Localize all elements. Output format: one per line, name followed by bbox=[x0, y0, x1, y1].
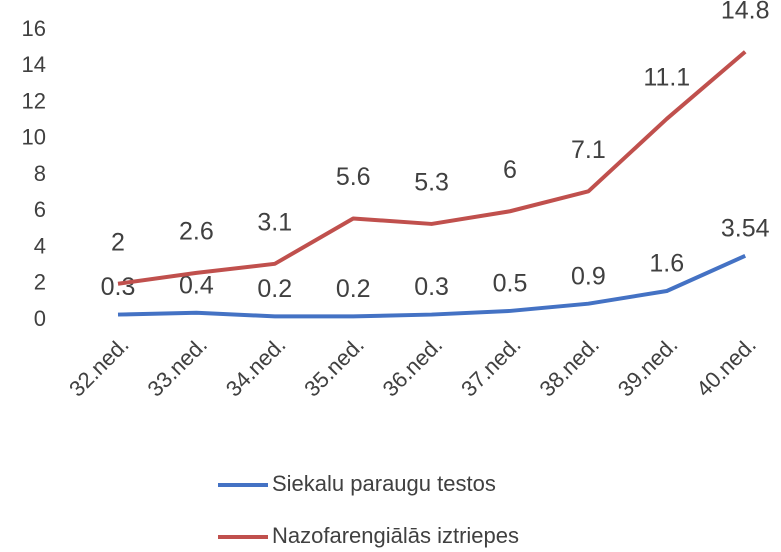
y-tick-label: 12 bbox=[22, 88, 46, 113]
x-tick-label: 38.ned. bbox=[534, 332, 604, 402]
data-label: 7.1 bbox=[571, 136, 606, 164]
y-tick-label: 6 bbox=[34, 197, 46, 222]
data-label: 0.3 bbox=[414, 273, 449, 301]
data-label: 2.6 bbox=[179, 217, 214, 245]
data-label: 0.9 bbox=[571, 262, 606, 290]
data-label: 14.8 bbox=[721, 0, 770, 24]
data-label: 0.2 bbox=[336, 275, 371, 303]
y-tick-label: 14 bbox=[22, 52, 46, 77]
x-tick-label: 39.ned. bbox=[613, 332, 683, 402]
y-tick-label: 4 bbox=[34, 233, 46, 258]
x-tick-label: 33.ned. bbox=[142, 332, 212, 402]
data-label: 0.2 bbox=[257, 275, 292, 303]
data-label: 3.1 bbox=[257, 208, 292, 236]
x-tick-label: 35.ned. bbox=[299, 332, 369, 402]
y-tick-label: 8 bbox=[34, 161, 46, 186]
y-tick-label: 2 bbox=[34, 270, 46, 295]
x-tick-label: 34.ned. bbox=[221, 332, 291, 402]
y-tick-label: 0 bbox=[34, 306, 46, 331]
x-tick-label: 40.ned. bbox=[691, 332, 761, 402]
legend-label: Nazofarengiālās iztriepes bbox=[272, 523, 519, 548]
data-label: 11.1 bbox=[643, 63, 690, 91]
data-label: 0.5 bbox=[493, 270, 528, 298]
y-tick-label: 16 bbox=[22, 16, 46, 41]
legend-label: Siekalu paraugu testos bbox=[272, 471, 496, 496]
data-label: 1.6 bbox=[649, 250, 684, 278]
data-label: 0.3 bbox=[101, 273, 136, 301]
x-tick-label: 37.ned. bbox=[456, 332, 526, 402]
data-label: 2 bbox=[111, 228, 125, 256]
y-tick-label: 10 bbox=[22, 125, 46, 150]
x-tick-label: 32.ned. bbox=[64, 332, 134, 402]
data-label: 5.6 bbox=[336, 163, 371, 191]
series-line bbox=[117, 254, 747, 319]
data-label: 5.3 bbox=[414, 169, 449, 197]
data-label: 3.54 bbox=[721, 214, 770, 242]
x-tick-label: 36.ned. bbox=[378, 332, 448, 402]
series-line bbox=[117, 50, 747, 286]
data-label: 6 bbox=[503, 156, 517, 184]
